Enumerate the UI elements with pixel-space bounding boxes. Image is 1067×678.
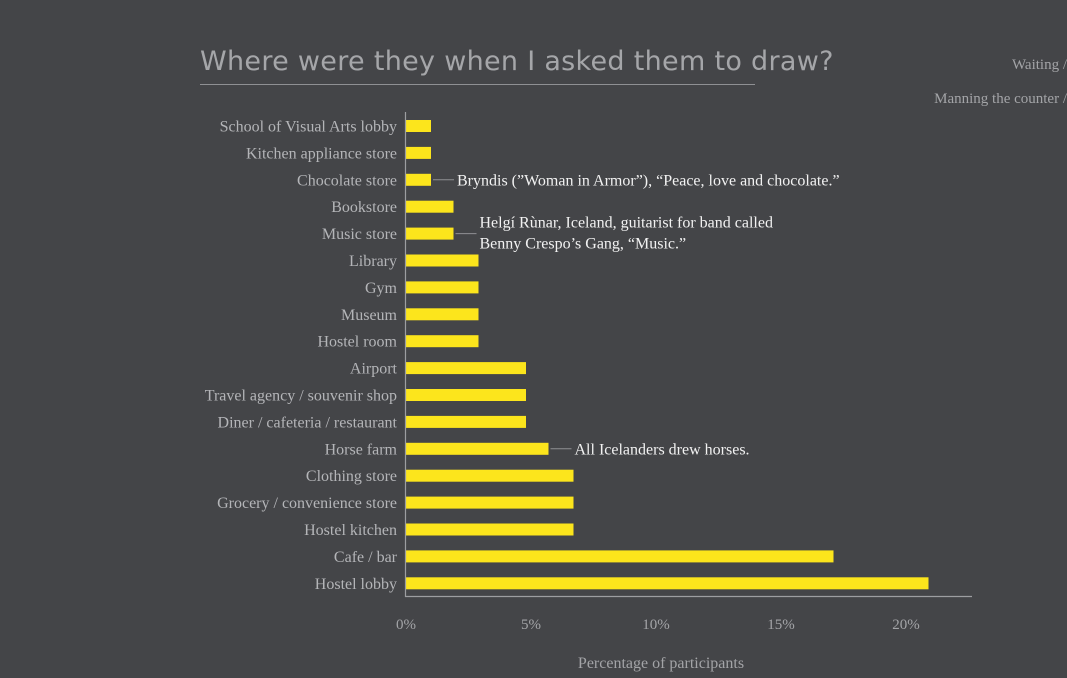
bar-17 — [406, 577, 929, 590]
bar-7 — [406, 308, 479, 321]
chart-title: Where were they when I asked them to dra… — [200, 46, 834, 77]
x-tick-label-4: 20% — [892, 617, 920, 633]
annotation-1-line-1: Benny Crespo’s Gang, “Music.” — [480, 236, 687, 253]
category-label-15: Hostel kitchen — [304, 522, 397, 539]
bar-16 — [406, 550, 834, 563]
x-axis-title: Percentage of participants — [578, 655, 744, 672]
category-label-13: Clothing store — [306, 468, 397, 485]
bar-9 — [406, 362, 526, 375]
category-label-14: Grocery / convenience store — [217, 495, 397, 512]
category-label-7: Museum — [341, 307, 398, 324]
category-label-9: Airport — [350, 361, 398, 378]
annotation-0-line-0: Bryndis (”Woman in Armor”), “Peace, love… — [457, 172, 840, 189]
category-label-2: Chocolate store — [297, 172, 397, 189]
bar-14 — [406, 496, 574, 509]
bar-0 — [406, 120, 431, 132]
bar-15 — [406, 523, 574, 536]
category-label-5: Library — [349, 253, 397, 270]
x-tick-label-2: 10% — [642, 617, 670, 633]
annotation-1-line-0: Helgí Rùnar, Iceland, guitarist for band… — [480, 215, 773, 232]
bar-6 — [406, 281, 479, 294]
category-label-10: Travel agency / souvenir shop — [205, 388, 397, 405]
bar-3 — [406, 200, 454, 213]
bar-5 — [406, 254, 479, 267]
bar-8 — [406, 335, 479, 348]
bar-4 — [406, 227, 454, 240]
annotation-2-line-0: All Icelanders drew horses. — [575, 441, 750, 458]
title-underline — [200, 84, 755, 85]
x-tick-labels-layer: 0% 5% 10% 15% 20% — [396, 617, 920, 633]
bar-12 — [406, 442, 549, 455]
bar-10 — [406, 389, 526, 401]
category-label-3: Bookstore — [331, 199, 397, 216]
category-label-1: Kitchen appliance store — [246, 145, 397, 162]
x-tick-label-0: 0% — [396, 617, 416, 633]
x-tick-label-1: 5% — [521, 617, 541, 633]
legend-fragment-waiting: Waiting / — [1011, 57, 1067, 73]
bar-11 — [406, 415, 526, 428]
category-label-16: Cafe / bar — [334, 549, 398, 566]
category-label-4: Music store — [322, 226, 397, 243]
category-label-17: Hostel lobby — [315, 576, 397, 593]
category-labels-layer: School of Visual Arts lobby Kitchen appli… — [205, 119, 398, 593]
legend-fragment-manning-counter: Manning the counter / — [934, 91, 1067, 107]
x-tick-label-3: 15% — [767, 617, 795, 633]
category-label-12: Horse farm — [325, 441, 398, 458]
bar-13 — [406, 469, 574, 482]
bars-layer — [406, 120, 929, 590]
annotations-layer: Bryndis (”Woman in Armor”), “Peace, love… — [433, 172, 840, 458]
bar-2 — [406, 173, 431, 186]
bar-1 — [406, 146, 431, 159]
category-label-8: Hostel room — [317, 334, 397, 351]
category-label-6: Gym — [365, 280, 398, 297]
category-label-11: Diner / cafeteria / restaurant — [218, 414, 398, 431]
category-label-0: School of Visual Arts lobby — [220, 119, 397, 136]
